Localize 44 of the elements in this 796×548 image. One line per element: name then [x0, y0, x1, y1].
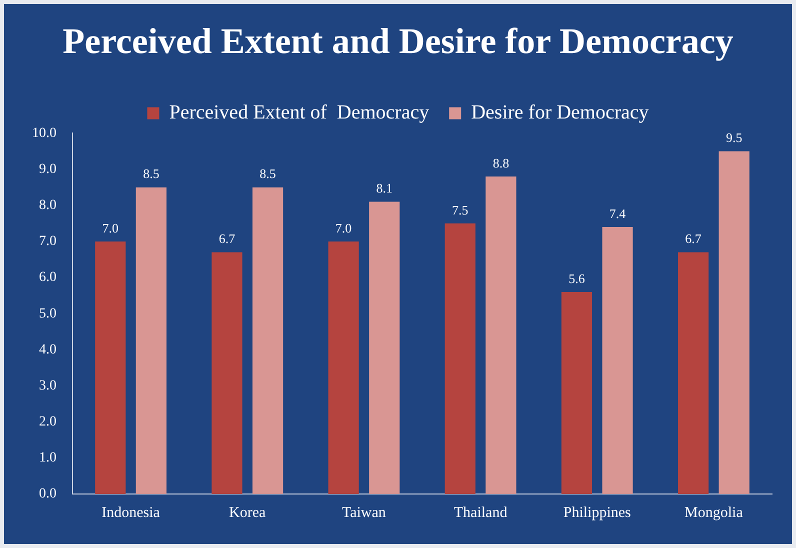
bar [95, 241, 126, 494]
data-label: 8.5 [143, 166, 160, 182]
bar [252, 187, 284, 494]
bar [718, 151, 750, 494]
y-tick-label: 3.0 [39, 378, 56, 394]
bar [444, 223, 476, 494]
y-tick-label: 7.0 [39, 234, 56, 250]
x-tick-label: Philippines [563, 504, 632, 521]
y-tick-label: 9.0 [39, 162, 56, 177]
bar [369, 202, 400, 494]
data-label: 8.1 [376, 180, 392, 196]
data-label: 8.5 [260, 166, 276, 182]
data-label: 9.5 [726, 130, 742, 146]
bar [136, 187, 166, 494]
data-label: 7.0 [102, 220, 119, 236]
x-tick-label: Thailand [454, 504, 508, 521]
data-label: 6.7 [218, 231, 236, 246]
y-tick-label: 2.0 [39, 414, 56, 430]
y-tick-label: 1.0 [39, 450, 56, 466]
legend-label: Perceived Extent of Democracy [169, 101, 430, 124]
y-tick-label: 10.0 [32, 126, 56, 141]
bar [678, 252, 709, 494]
chart-title: Perceived Extent and Desire for Democracy [62, 20, 734, 61]
data-label: 7.4 [609, 206, 626, 221]
x-tick-label: Taiwan [342, 504, 386, 521]
y-tick-label: 4.0 [39, 342, 56, 358]
bar [486, 176, 516, 494]
data-label: 8.8 [492, 155, 510, 170]
y-tick-label: 6.0 [39, 270, 56, 286]
x-tick-label: Mongolia [684, 504, 744, 521]
bar [602, 227, 633, 494]
y-tick-label: 0.0 [39, 486, 56, 502]
legend-label: Desire for Democracy [471, 101, 649, 124]
data-label: 6.7 [685, 231, 702, 246]
y-tick-label: 5.0 [39, 306, 56, 322]
bar [328, 241, 359, 494]
x-tick-label: Korea [229, 504, 266, 521]
x-tick-label: Indonesia [102, 504, 160, 521]
data-label: 7.0 [335, 220, 352, 236]
bar [212, 252, 242, 494]
y-tick-label: 8.0 [39, 198, 56, 214]
data-label: 7.5 [452, 202, 468, 218]
data-label: 5.6 [568, 270, 586, 286]
bar [561, 292, 592, 494]
